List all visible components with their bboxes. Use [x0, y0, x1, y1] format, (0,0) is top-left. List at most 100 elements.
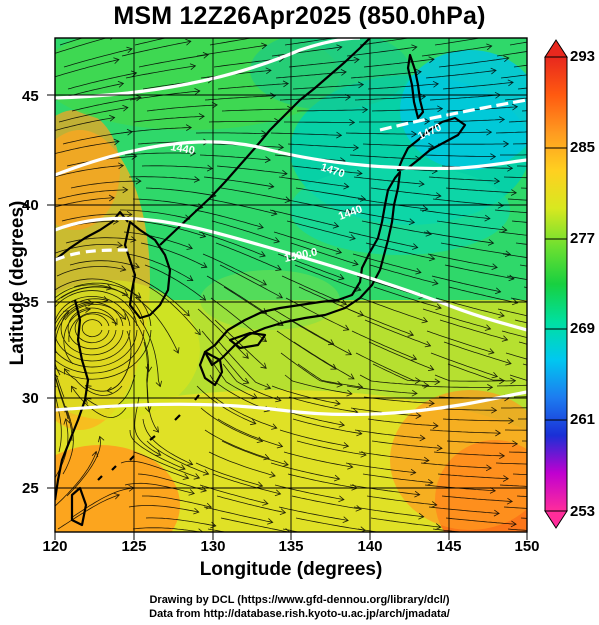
streamline — [98, 435, 105, 443]
streamline — [285, 297, 349, 331]
streamline — [428, 254, 436, 262]
streamline — [117, 162, 125, 170]
streamline — [573, 531, 578, 537]
streamline — [411, 44, 418, 52]
streamline — [146, 440, 209, 475]
streamline — [330, 363, 337, 370]
streamline — [421, 385, 493, 388]
streamline — [495, 429, 502, 437]
streamline — [109, 114, 116, 122]
colorbar-tick-label: 269 — [570, 320, 596, 337]
streamline — [57, 494, 120, 530]
streamline — [55, 372, 65, 398]
streamline — [426, 330, 495, 354]
streamline — [509, 374, 527, 381]
streamline — [427, 253, 498, 268]
streamline — [512, 143, 527, 145]
streamline — [577, 224, 582, 230]
streamline — [216, 165, 288, 175]
streamline — [296, 109, 368, 112]
y-tick-label: 35 — [22, 294, 39, 311]
streamline — [64, 368, 123, 396]
streamline — [221, 440, 289, 466]
streamline — [113, 57, 120, 64]
streamline — [345, 132, 417, 135]
streamline — [511, 220, 527, 223]
streamline — [125, 65, 196, 79]
streamline — [510, 297, 527, 302]
streamline — [270, 462, 340, 480]
streamline — [257, 223, 264, 230]
streamline — [278, 506, 349, 521]
streamline — [407, 330, 415, 337]
streamline — [513, 396, 527, 398]
streamline — [504, 97, 527, 101]
streamline — [146, 363, 159, 433]
streamline — [503, 140, 510, 148]
streamline — [123, 231, 193, 249]
streamline — [84, 306, 91, 313]
streamline — [428, 142, 435, 150]
streamline — [208, 451, 276, 477]
streamline — [508, 274, 515, 282]
streamline — [361, 220, 432, 235]
streamline — [193, 176, 201, 183]
streamline — [503, 506, 527, 509]
streamline — [68, 312, 118, 343]
streamline — [512, 440, 519, 448]
streamline — [432, 279, 439, 286]
streamline — [190, 149, 197, 157]
streamline — [58, 107, 128, 123]
streamline — [108, 194, 115, 202]
streamline — [260, 335, 268, 342]
streamline — [196, 385, 256, 425]
streamline — [55, 298, 108, 326]
colorbar-tick-label: 285 — [570, 139, 596, 156]
streamline — [67, 72, 137, 90]
streamline — [55, 418, 69, 479]
streamline — [216, 495, 286, 514]
streamline — [273, 237, 280, 244]
streamline — [276, 442, 284, 449]
streamline — [354, 429, 425, 439]
streamline — [408, 218, 416, 226]
streamline — [196, 44, 267, 57]
streamline — [121, 289, 129, 296]
streamline — [352, 144, 360, 152]
streamline — [570, 91, 575, 97]
streamline — [419, 209, 490, 219]
streamline — [435, 523, 442, 530]
streamline — [342, 324, 350, 331]
streamline — [55, 117, 115, 131]
streamline — [356, 169, 363, 177]
streamline — [336, 44, 343, 51]
streamline — [484, 324, 492, 331]
streamline — [217, 418, 283, 447]
streamline — [349, 484, 420, 496]
streamline — [71, 385, 77, 393]
streamline — [207, 528, 227, 532]
streamline — [122, 23, 128, 29]
streamline — [342, 516, 349, 523]
streamline — [135, 94, 142, 102]
streamline — [363, 396, 435, 404]
streamline — [273, 231, 342, 253]
streamline — [371, 108, 443, 112]
colorbar-tick-label: 277 — [570, 230, 596, 247]
streamline — [220, 187, 291, 202]
streamline — [578, 473, 583, 479]
streamline — [446, 440, 518, 445]
streamline — [279, 508, 287, 515]
streamline — [203, 176, 274, 188]
streamline — [489, 487, 496, 494]
streamline — [219, 264, 283, 299]
streamline — [334, 399, 341, 407]
streamline — [269, 471, 276, 478]
streamline — [124, 152, 196, 156]
streamline — [364, 319, 431, 347]
x-tick-label: 135 — [278, 538, 304, 555]
streamline — [182, 473, 190, 480]
x-tick-label: 120 — [42, 538, 68, 555]
streamline — [202, 52, 210, 59]
